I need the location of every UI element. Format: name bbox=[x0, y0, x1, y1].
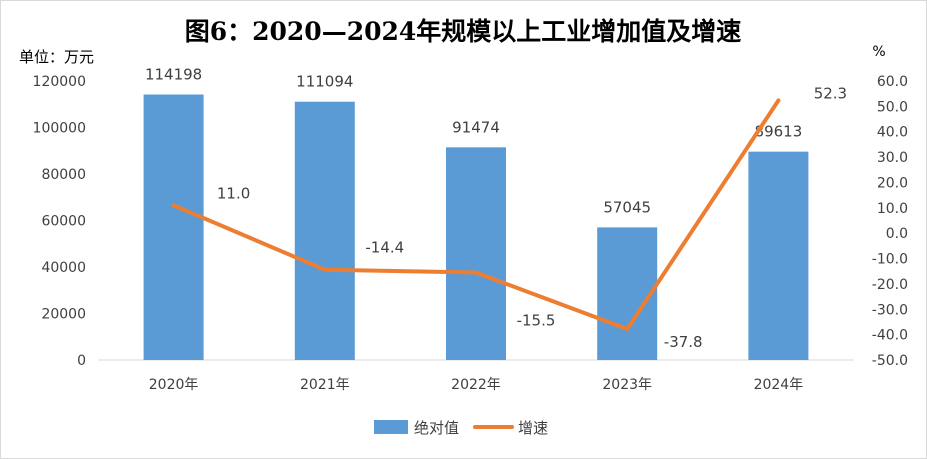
x-axis-category-label: 2020年 bbox=[149, 377, 199, 393]
growth-rate-point bbox=[322, 267, 327, 272]
bar-2024年 bbox=[748, 151, 809, 360]
bar-value-label: 114198 bbox=[145, 65, 202, 83]
left-axis-tick-label: 100000 bbox=[33, 121, 86, 137]
right-axis-tick-label: -10.0 bbox=[872, 252, 908, 268]
left-axis-tick-label: 40000 bbox=[41, 260, 86, 276]
bar-value-label: 89613 bbox=[755, 123, 803, 141]
legend-swatch-bar bbox=[374, 420, 408, 434]
legend-label-line: 增速 bbox=[518, 419, 548, 437]
chart-title: 图6：2020—2024年规模以上工业增加值及增速 bbox=[185, 17, 742, 46]
growth-rate-value-label: -15.5 bbox=[517, 311, 556, 329]
right-axis-tick-label: 30.0 bbox=[877, 150, 908, 166]
growth-rate-point bbox=[625, 327, 630, 332]
growth-rate-value-label: 11.0 bbox=[217, 184, 250, 202]
x-axis-category-label: 2022年 bbox=[451, 377, 501, 393]
left-axis-tick-label: 20000 bbox=[41, 307, 86, 323]
right-axis-tick-label: -50.0 bbox=[872, 353, 908, 369]
growth-rate-value-label: -37.8 bbox=[664, 333, 703, 351]
bar-2021年 bbox=[294, 101, 355, 360]
growth-rate-point bbox=[474, 270, 478, 275]
x-axis-category-label: 2021年 bbox=[300, 377, 350, 393]
left-axis-tick-label: 60000 bbox=[41, 214, 86, 230]
right-axis-tick-label: 20.0 bbox=[877, 175, 908, 191]
right-axis-tick-label: -20.0 bbox=[872, 277, 908, 293]
x-axis-category-label: 2023年 bbox=[602, 377, 652, 393]
growth-rate-value-label: -14.4 bbox=[365, 239, 404, 257]
bar-2022年 bbox=[446, 147, 506, 360]
left-axis-tick-label: 80000 bbox=[41, 167, 86, 183]
right-axis-tick-label: 10.0 bbox=[877, 201, 908, 217]
left-axis-unit-label: 单位：万元 bbox=[19, 48, 94, 66]
right-axis-tick-label: -30.0 bbox=[872, 302, 908, 318]
growth-rate-value-label: 52.3 bbox=[814, 85, 847, 103]
bar-value-label: 91474 bbox=[452, 118, 500, 136]
legend-label-bar: 绝对值 bbox=[414, 419, 459, 437]
right-axis-tick-label: -40.0 bbox=[872, 328, 908, 344]
right-axis-tick-label: 60.0 bbox=[877, 74, 908, 90]
x-axis-category-label: 2024年 bbox=[754, 377, 804, 393]
right-axis-tick-label: 40.0 bbox=[877, 125, 908, 141]
left-axis-tick-label: 0 bbox=[77, 353, 86, 369]
right-axis-tick-label: 0.0 bbox=[886, 226, 908, 242]
bar-value-label: 57045 bbox=[603, 198, 651, 216]
bar-value-label: 111094 bbox=[296, 73, 353, 91]
bar-2023年 bbox=[597, 227, 658, 360]
right-axis-unit-label: % bbox=[872, 44, 885, 60]
right-axis-tick-label: 50.0 bbox=[877, 99, 908, 115]
left-axis-tick-label: 120000 bbox=[33, 74, 86, 90]
growth-rate-point bbox=[171, 203, 176, 208]
growth-rate-point bbox=[776, 98, 781, 103]
bar-2020年 bbox=[143, 94, 204, 360]
